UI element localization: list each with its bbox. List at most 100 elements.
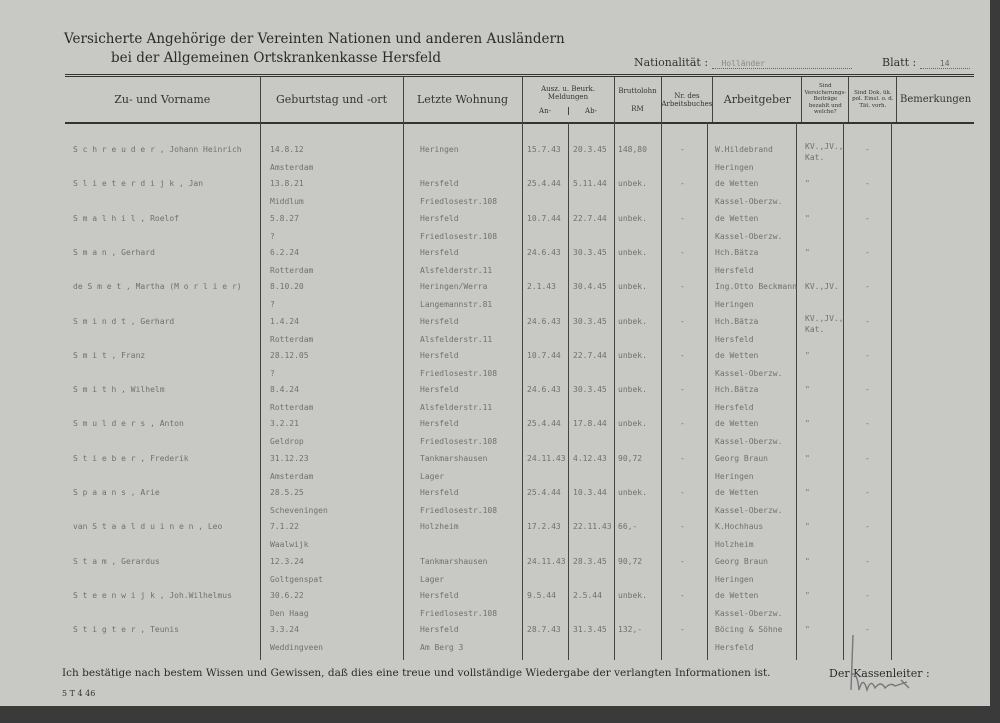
nationality-field: Nationalität : Holländer (634, 56, 852, 69)
cell-documents: - (865, 625, 870, 635)
cell-name: S t e e n w i j k , Joh.Wilhelmus (73, 590, 232, 600)
cell-employer: W.Hildebrand Heringen (715, 145, 773, 172)
cell-reg-in: 10.7.44 (527, 213, 561, 223)
header-documents: Sind Dok. ük. pol. Einsl. o. d. Tät. vor… (848, 75, 897, 124)
cell-documents: - (865, 385, 870, 395)
sheet-label: Blatt : (882, 56, 917, 69)
cell-wage: unbek. (618, 419, 647, 429)
cell-workbook: - (680, 522, 685, 532)
cell-reg-out: 22.7.44 (573, 213, 607, 223)
cell-address: Hersfeld Am Berg 3 (420, 625, 464, 653)
cell-wage: unbek. (618, 590, 647, 600)
header-registration-label: Ausz. u. Beurk. Meldungen (541, 84, 595, 101)
header-name: Zu- und Vorname (65, 75, 260, 124)
cell-address: Hersfeld Friedlosestr.108 (420, 350, 498, 378)
cell-birth: 28.5.25 Scheveningen (270, 488, 328, 515)
header-insurance: Sind Versicherungs-Beiträge bezahlt und … (801, 75, 849, 124)
cell-birth: 7.1.22 Waalwijk (270, 522, 309, 550)
cell-wage: 66,- (618, 522, 638, 532)
cell-workbook: - (680, 179, 685, 189)
cell-reg-in: 10.7.44 (527, 350, 561, 360)
cell-employer: Hch.Bätza Hersfeld (715, 385, 759, 413)
cell-insurance: " (805, 419, 810, 429)
cell-insurance: " (805, 453, 810, 463)
column-divider (403, 122, 404, 660)
header-wage-unit: RM (631, 104, 644, 113)
cell-address: Hersfeld Friedlosestr.108 (420, 179, 498, 207)
cell-birth: 31.12.23 Amsterdam (270, 453, 314, 481)
cell-reg-in: 9.5.44 (527, 590, 556, 600)
cell-wage: 132,- (618, 625, 643, 635)
cell-reg-out: 17.8.44 (573, 419, 607, 429)
cell-documents: - (865, 350, 870, 360)
cell-employer: de Wetten Kassel-Oberzw. (715, 179, 783, 207)
cell-name: de S m e t , Martha (M o r l i e r) (73, 282, 242, 292)
cell-documents: - (865, 282, 870, 292)
cell-address: Heringen (420, 145, 459, 154)
cell-documents: - (865, 453, 870, 463)
cell-wage: 90,72 (618, 556, 643, 566)
cell-workbook: - (680, 556, 685, 566)
header-registration: Ausz. u. Beurk. Meldungen An- Ab- (521, 75, 614, 124)
title-line-2: bei der Allgemeinen Ortskrankenkasse Her… (111, 50, 441, 66)
cell-address: Hersfeld Friedlosestr.108 (420, 419, 498, 447)
cell-insurance: " (805, 350, 810, 360)
column-divider (522, 122, 523, 660)
column-divider (891, 122, 892, 660)
cell-employer: de Wetten Kassel-Oberzw. (715, 350, 783, 378)
cell-employer: Böcing & Söhne Hersfeld (715, 625, 783, 653)
cell-name: S m i t h , Wilhelm (73, 385, 165, 395)
cell-employer: K.Hochhaus Holzheim (715, 522, 764, 550)
cell-address: Tankmarshausen Lager (420, 453, 488, 481)
cell-documents: - (865, 316, 870, 326)
cell-insurance: " (805, 556, 810, 566)
cell-birth: 13.8.21 Middlum (270, 179, 304, 207)
cell-birth: 28.12.05? (270, 350, 309, 378)
cell-insurance: " (805, 625, 810, 635)
cell-insurance: KV.,JV., Kat. (805, 313, 844, 334)
cell-insurance: KV.,JV. (805, 282, 839, 292)
cell-name: S m i n d t , Gerhard (73, 316, 175, 326)
cell-documents: - (865, 419, 870, 429)
cell-reg-out: 31.3.45 (573, 625, 607, 635)
cell-insurance: " (805, 213, 810, 223)
cell-documents: - (865, 213, 870, 223)
cell-documents: - (865, 145, 870, 154)
column-divider (614, 122, 615, 660)
cell-reg-out: 4.12.43 (573, 453, 607, 463)
header-reg-out: Ab- (567, 106, 614, 115)
cell-birth: 5.8.27? (270, 213, 299, 241)
cell-address: Heringen/Werra Langemannstr.81 (420, 282, 493, 310)
declaration-text: Ich bestätige nach bestem Wissen und Gew… (62, 667, 771, 679)
cell-name: S c h r e u d e r , Johann Heinrich (73, 145, 242, 154)
cell-reg-in: 24.6.43 (527, 316, 561, 326)
cell-employer: de Wetten Kassel-Oberzw. (715, 590, 783, 618)
cell-employer: de Wetten Kassel-Oberzw. (715, 213, 783, 241)
cell-documents: - (865, 488, 870, 497)
cell-employer: Georg Braun Heringen (715, 453, 768, 481)
cell-name: S m a l h i l , Roelof (73, 213, 179, 223)
cell-address: Holzheim (420, 522, 459, 532)
cell-name: S t i e b e r , Frederik (73, 453, 189, 463)
column-divider (843, 122, 844, 660)
cell-employer: Hch.Bätza Hersfeld (715, 316, 759, 344)
cell-reg-out: 5.11.44 (573, 179, 607, 189)
document-page: Versicherte Angehörige der Vereinten Nat… (0, 0, 990, 706)
cell-birth: 8.4.24 Rotterdam (270, 385, 314, 413)
cell-employer: Georg Braun Heringen (715, 556, 768, 584)
cell-documents: - (865, 556, 870, 566)
cell-birth: 3.3.24 Weddingveen (270, 625, 323, 653)
cell-birth: 8.10.20? (270, 282, 304, 310)
header-address: Letzte Wohnung (402, 75, 522, 124)
cell-insurance: " (805, 488, 810, 497)
cell-insurance: " (805, 179, 810, 189)
column-divider (707, 122, 708, 660)
column-divider (796, 122, 797, 660)
cell-workbook: - (680, 350, 685, 360)
cell-birth: 3.2.21 Geldrop (270, 419, 304, 447)
cell-birth: 1.4.24 Rotterdam (270, 316, 314, 344)
cell-reg-out: 28.3.45 (573, 556, 607, 566)
cell-address: Hersfeld Friedlosestr.108 (420, 488, 498, 515)
column-divider (568, 122, 569, 660)
cell-name: S m i t , Franz (73, 350, 146, 360)
